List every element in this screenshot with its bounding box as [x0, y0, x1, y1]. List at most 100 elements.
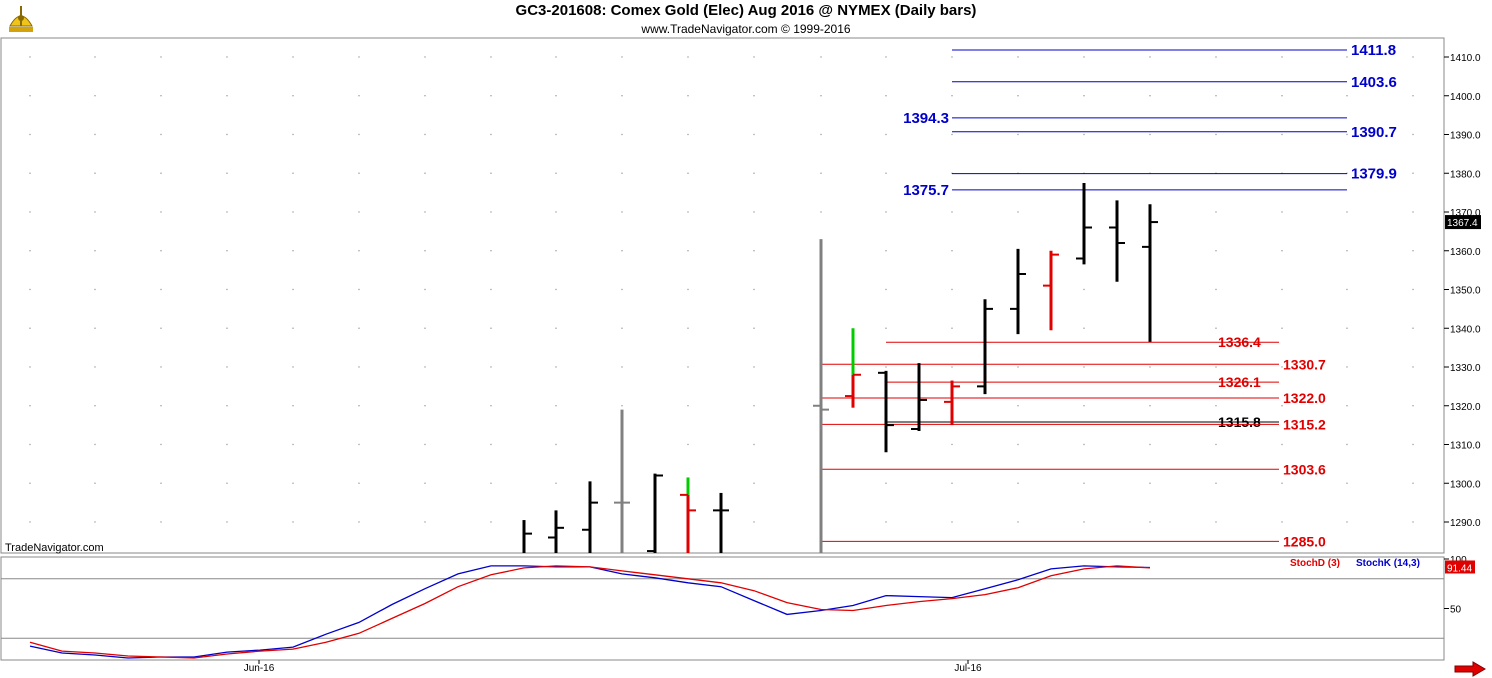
grid-dot — [621, 366, 623, 368]
grid-dot — [621, 405, 623, 407]
grid-dot — [951, 288, 953, 291]
grid-dot — [1412, 327, 1414, 329]
grid-dot — [94, 366, 96, 368]
grid-dot — [885, 56, 887, 58]
grid-dot — [358, 521, 360, 523]
grid-dot — [29, 133, 31, 136]
grid-dot — [94, 250, 96, 252]
ohlc-bar — [548, 510, 564, 553]
grid-dot — [753, 327, 755, 329]
grid-dot — [753, 366, 755, 368]
grid-dot — [687, 288, 689, 291]
grid-dot — [1083, 482, 1085, 484]
grid-dot — [687, 250, 689, 252]
price-y-tick-label: 1290.0 — [1450, 518, 1481, 529]
grid-dot — [292, 288, 294, 291]
grid-dot — [160, 443, 162, 446]
ohlc-bar — [1076, 182, 1092, 265]
grid-dot — [226, 56, 228, 58]
grid-dot — [358, 95, 360, 97]
grid-dot — [160, 211, 162, 213]
grid-dot — [424, 405, 426, 407]
grid-dot — [555, 95, 557, 97]
ohlc-bar — [1043, 250, 1059, 331]
grid-dot — [490, 327, 492, 329]
grid-dot — [292, 250, 294, 252]
red-right-arrow-icon[interactable] — [1454, 661, 1486, 677]
grid-dot — [1346, 56, 1348, 58]
level-label: 1411.8 — [1351, 42, 1396, 59]
grid-dot — [292, 482, 294, 484]
grid-dot — [555, 133, 557, 136]
grid-dot — [687, 366, 689, 368]
grid-dot — [1083, 56, 1085, 58]
level-label: 1403.6 — [1351, 74, 1397, 91]
grid-dot — [885, 482, 887, 484]
grid-dot — [1149, 133, 1151, 136]
ohlc-bar — [845, 328, 861, 408]
ohlc-bar — [614, 409, 630, 553]
stochastic-last-value-badge — [1445, 560, 1475, 574]
grid-dot — [358, 56, 360, 58]
stochastic-panel: 10050StochD (3)StochK (14,3)91.44 — [0, 555, 1475, 661]
grid-dot — [1281, 443, 1283, 446]
grid-dot — [555, 327, 557, 329]
grid-dot — [424, 327, 426, 329]
grid-dot — [424, 133, 426, 136]
grid-dot — [1215, 95, 1217, 97]
grid-dot — [1346, 211, 1348, 213]
grid-dot — [358, 211, 360, 213]
grid-dot — [226, 250, 228, 252]
grid-dot — [621, 211, 623, 213]
grid-dot — [820, 211, 822, 213]
grid-dot — [160, 405, 162, 407]
grid-dot — [29, 443, 31, 446]
stochastic-panel-frame — [0, 556, 1445, 661]
grid-dot — [687, 211, 689, 213]
grid-dot — [1149, 366, 1151, 368]
grid-dot — [951, 443, 953, 446]
grid-dot — [160, 250, 162, 252]
grid-dot — [226, 172, 228, 174]
grid-dot — [687, 133, 689, 136]
grid-dot — [1149, 405, 1151, 407]
grid-dot — [1281, 250, 1283, 252]
grid-dot — [94, 288, 96, 291]
ohlc-bar — [1109, 200, 1125, 282]
grid-dot — [820, 95, 822, 97]
grid-dot — [358, 133, 360, 136]
grid-dot — [1215, 211, 1217, 213]
grid-dot — [490, 288, 492, 291]
grid-dot — [885, 366, 887, 368]
grid-dot — [1017, 443, 1019, 446]
grid-dot — [94, 56, 96, 58]
grid-dot — [687, 56, 689, 58]
grid-dot — [490, 133, 492, 136]
grid-dot — [1281, 405, 1283, 407]
grid-dot — [753, 405, 755, 407]
grid-dot — [1281, 56, 1283, 58]
grid-dot — [490, 482, 492, 484]
grid-dot — [555, 172, 557, 174]
grid-dot — [621, 95, 623, 97]
ohlc-bar — [977, 299, 993, 395]
grid-dot — [424, 288, 426, 291]
watermark-text: TradeNavigator.com — [5, 542, 104, 554]
grid-dot — [424, 211, 426, 213]
grid-dot — [1281, 327, 1283, 329]
grid-dot — [753, 288, 755, 291]
grid-dot — [29, 172, 31, 174]
price-y-tick-label: 1320.0 — [1450, 402, 1481, 413]
ohlc-bar — [713, 492, 729, 553]
grid-dot — [1017, 521, 1019, 523]
grid-dot — [885, 211, 887, 213]
grid-dot — [94, 327, 96, 329]
grid-dot — [1083, 95, 1085, 97]
grid-dot — [160, 327, 162, 329]
grid-dot — [490, 521, 492, 523]
x-axis-tick-label: Jul-16 — [954, 663, 982, 674]
grid-dot — [1215, 482, 1217, 484]
grid-dot — [226, 443, 228, 446]
grid-dot — [1083, 327, 1085, 329]
